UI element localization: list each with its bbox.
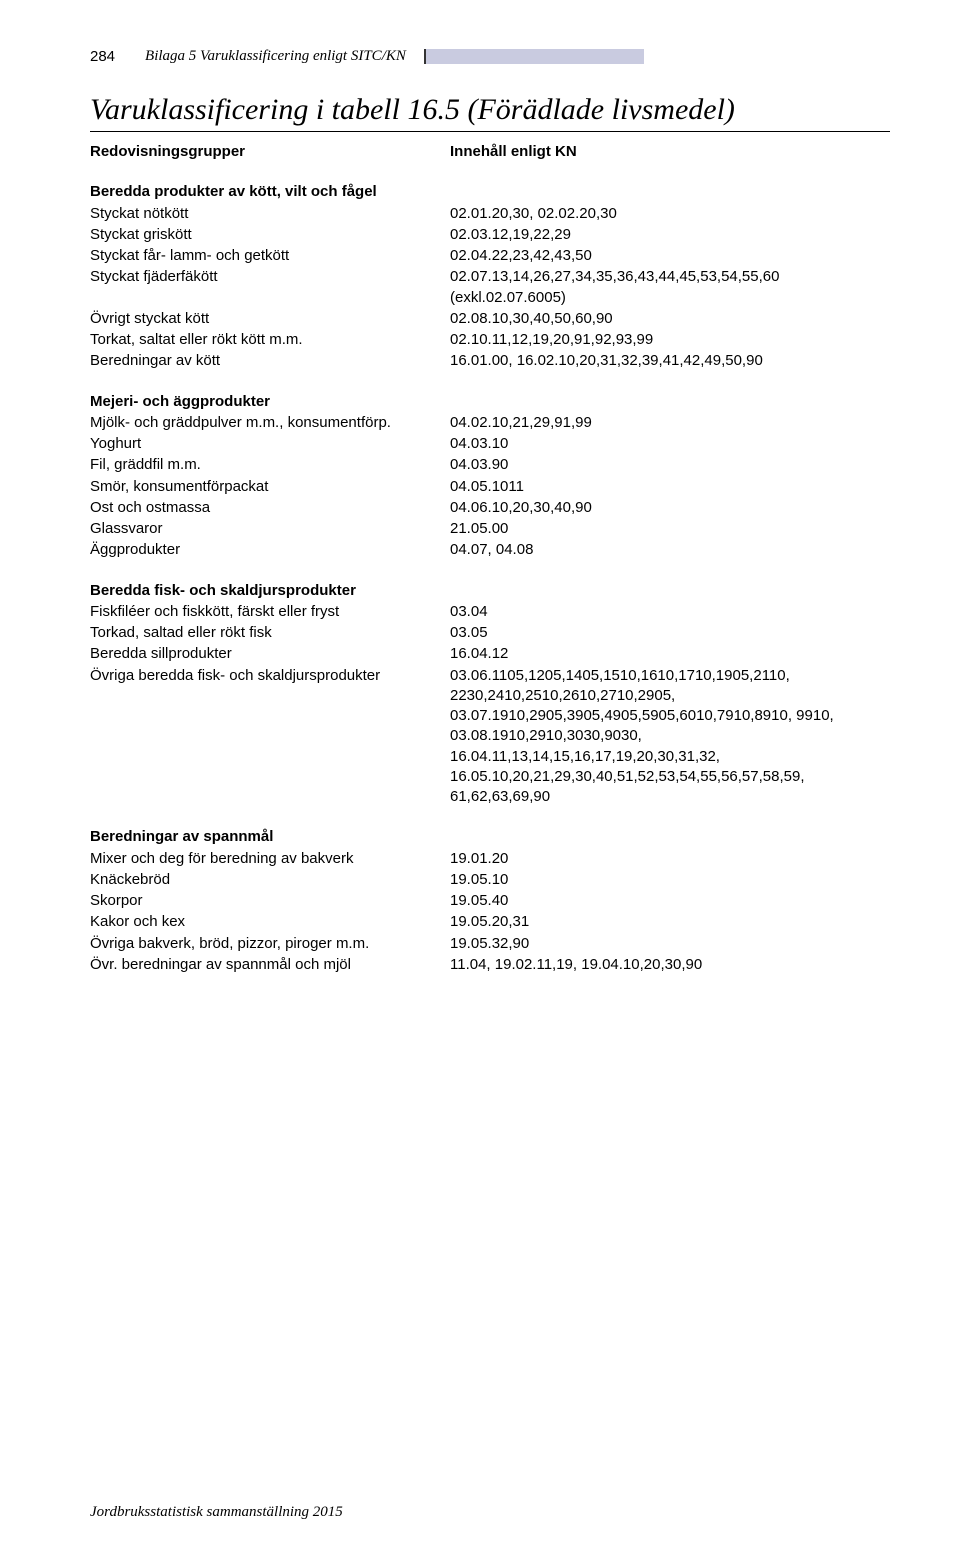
row-label: Äggprodukter	[90, 540, 450, 560]
data-row: Styckat nötkött02.01.20,30, 02.02.20,30	[90, 204, 890, 224]
row-value: 02.01.20,30, 02.02.20,30	[450, 204, 890, 224]
row-label: Knäckebröd	[90, 870, 450, 890]
row-value: 02.04.22,23,42,43,50	[450, 246, 890, 266]
row-label: Mjölk- och gräddpulver m.m., konsumentfö…	[90, 413, 450, 433]
data-row: Övriga beredda fisk- och skaldjursproduk…	[90, 666, 890, 808]
row-value: 02.07.13,14,26,27,34,35,36,43,44,45,53,5…	[450, 267, 890, 308]
data-row: Fiskfiléer och fiskkött, färskt eller fr…	[90, 602, 890, 622]
row-label: Skorpor	[90, 891, 450, 911]
row-label: Fil, gräddfil m.m.	[90, 455, 450, 475]
row-label: Övr. beredningar av spannmål och mjöl	[90, 955, 450, 975]
data-row: Glassvaror21.05.00	[90, 519, 890, 539]
row-label: Beredda sillprodukter	[90, 644, 450, 664]
row-value: 19.05.32,90	[450, 934, 890, 954]
column-header-right: Innehåll enligt KN	[450, 142, 890, 162]
data-row: Mjölk- och gräddpulver m.m., konsumentfö…	[90, 413, 890, 433]
data-row: Styckat fjäderfäkött02.07.13,14,26,27,34…	[90, 267, 890, 308]
data-row: Kakor och kex19.05.20,31	[90, 912, 890, 932]
row-value: 19.05.20,31	[450, 912, 890, 932]
section-heading-text: Beredda fisk- och skaldjursprodukter	[90, 581, 450, 601]
data-row: Äggprodukter04.07, 04.08	[90, 540, 890, 560]
row-value: 19.01.20	[450, 849, 890, 869]
row-value: 04.07, 04.08	[450, 540, 890, 560]
data-row: Styckat får- lamm- och getkött02.04.22,2…	[90, 246, 890, 266]
data-row: Beredda sillprodukter16.04.12	[90, 644, 890, 664]
data-row: Övriga bakverk, bröd, pizzor, piroger m.…	[90, 934, 890, 954]
row-value: 02.08.10,30,40,50,60,90	[450, 309, 890, 329]
row-value: 04.05.1011	[450, 477, 890, 497]
footer-text: Jordbruksstatistisk sammanställning 2015	[90, 1504, 343, 1521]
row-value: 16.04.12	[450, 644, 890, 664]
row-label: Övriga bakverk, bröd, pizzor, piroger m.…	[90, 934, 450, 954]
row-value: 02.03.12,19,22,29	[450, 225, 890, 245]
section-heading-text: Mejeri- och äggprodukter	[90, 392, 450, 412]
data-row: Smör, konsumentförpackat04.05.1011	[90, 477, 890, 497]
header-decoration	[424, 49, 644, 64]
row-label: Fiskfiléer och fiskkött, färskt eller fr…	[90, 602, 450, 622]
row-value: 03.06.1105,1205,1405,1510,1610,1710,1905…	[450, 666, 890, 808]
section-heading: Beredningar av spannmål	[90, 827, 890, 847]
data-row: Ost och ostmassa04.06.10,20,30,40,90	[90, 498, 890, 518]
row-label: Beredningar av kött	[90, 351, 450, 371]
row-label: Ost och ostmassa	[90, 498, 450, 518]
row-label: Övriga beredda fisk- och skaldjursproduk…	[90, 666, 450, 686]
row-label: Kakor och kex	[90, 912, 450, 932]
data-row: Torkat, saltat eller rökt kött m.m.02.10…	[90, 330, 890, 350]
column-header-left: Redovisningsgrupper	[90, 142, 450, 162]
data-row: Skorpor19.05.40	[90, 891, 890, 911]
data-row: Knäckebröd19.05.10	[90, 870, 890, 890]
row-label: Styckat fjäderfäkött	[90, 267, 450, 287]
data-row: Yoghurt04.03.10	[90, 434, 890, 454]
sections-container: Beredda produkter av kött, vilt och fåge…	[90, 182, 890, 975]
row-label: Styckat nötkött	[90, 204, 450, 224]
document-title: Varuklassificering i tabell 16.5 (Förädl…	[90, 93, 890, 127]
data-row: Torkad, saltad eller rökt fisk03.05	[90, 623, 890, 643]
row-label: Smör, konsumentförpackat	[90, 477, 450, 497]
row-label: Styckat griskött	[90, 225, 450, 245]
row-value: 16.01.00, 16.02.10,20,31,32,39,41,42,49,…	[450, 351, 890, 371]
row-label: Glassvaror	[90, 519, 450, 539]
page-number: 284	[90, 48, 115, 65]
section-heading-text: Beredda produkter av kött, vilt och fåge…	[90, 182, 450, 202]
header-label: Bilaga 5 Varuklassificering enligt SITC/…	[145, 48, 406, 65]
section-heading: Beredda produkter av kött, vilt och fåge…	[90, 182, 890, 202]
row-value: 21.05.00	[450, 519, 890, 539]
row-value: 02.10.11,12,19,20,91,92,93,99	[450, 330, 890, 350]
section-heading: Beredda fisk- och skaldjursprodukter	[90, 581, 890, 601]
section-heading-text: Beredningar av spannmål	[90, 827, 450, 847]
row-label: Yoghurt	[90, 434, 450, 454]
row-value: 04.02.10,21,29,91,99	[450, 413, 890, 433]
data-row: Övr. beredningar av spannmål och mjöl11.…	[90, 955, 890, 975]
row-value: 03.04	[450, 602, 890, 622]
row-label: Övrigt styckat kött	[90, 309, 450, 329]
row-value: 03.05	[450, 623, 890, 643]
title-rule	[90, 131, 890, 132]
data-row: Beredningar av kött16.01.00, 16.02.10,20…	[90, 351, 890, 371]
row-label: Styckat får- lamm- och getkött	[90, 246, 450, 266]
section-heading: Mejeri- och äggprodukter	[90, 392, 890, 412]
column-headers: Redovisningsgrupper Innehåll enligt KN	[90, 142, 890, 162]
row-label: Torkat, saltat eller rökt kött m.m.	[90, 330, 450, 350]
data-row: Fil, gräddfil m.m.04.03.90	[90, 455, 890, 475]
data-row: Mixer och deg för beredning av bakverk19…	[90, 849, 890, 869]
row-value: 04.03.90	[450, 455, 890, 475]
data-row: Övrigt styckat kött02.08.10,30,40,50,60,…	[90, 309, 890, 329]
row-value: 11.04, 19.02.11,19, 19.04.10,20,30,90	[450, 955, 890, 975]
row-label: Mixer och deg för beredning av bakverk	[90, 849, 450, 869]
row-label: Torkad, saltad eller rökt fisk	[90, 623, 450, 643]
row-value: 19.05.40	[450, 891, 890, 911]
row-value: 04.03.10	[450, 434, 890, 454]
row-value: 19.05.10	[450, 870, 890, 890]
page-header: 284 Bilaga 5 Varuklassificering enligt S…	[90, 48, 890, 65]
data-row: Styckat griskött02.03.12,19,22,29	[90, 225, 890, 245]
row-value: 04.06.10,20,30,40,90	[450, 498, 890, 518]
